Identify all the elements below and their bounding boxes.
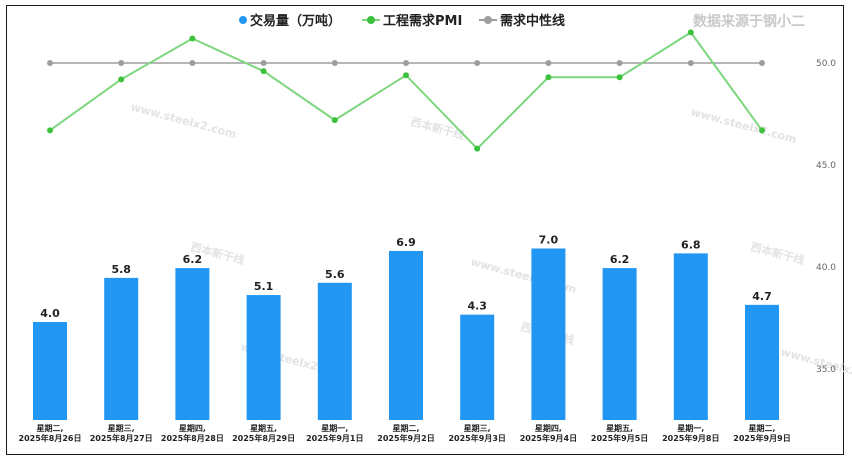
bar xyxy=(602,268,637,420)
pmi-point xyxy=(474,145,481,152)
x-axis-label-date: 2025年9月3日 xyxy=(448,433,505,443)
line-series xyxy=(47,29,765,152)
pmi-point xyxy=(403,72,409,79)
x-axis-label-date: 2025年9月1日 xyxy=(306,433,363,443)
bar xyxy=(246,295,281,420)
x-axis-label-weekday: 星期三, xyxy=(108,423,135,433)
bar-value-label: 6.8 xyxy=(681,238,701,251)
x-axis-label-weekday: 星期二, xyxy=(36,423,63,433)
pmi-point xyxy=(616,74,623,81)
bar-value-label: 4.0 xyxy=(40,307,60,320)
x-axis-label-date: 2025年9月9日 xyxy=(733,433,790,443)
bar-value-labels: 4.0 5.8 6.2 5.1 5.6 6.9 4.3 7.0 6.2 6.8 4.7 xyxy=(40,234,772,321)
pmi-point xyxy=(189,35,196,42)
x-axis-label-date: 2025年8月26日 xyxy=(19,433,82,443)
x-axis-label-weekday: 星期一, xyxy=(677,423,704,433)
neutral-point xyxy=(759,60,765,66)
legend-marker xyxy=(367,16,375,24)
x-axis-label-date: 2025年9月5日 xyxy=(591,433,648,443)
x-axis-label-weekday: 星期三, xyxy=(464,423,491,433)
x-axis-label-date: 2025年8月27日 xyxy=(90,433,153,443)
x-axis-label-date: 2025年8月29日 xyxy=(232,433,295,443)
x-axis-label-weekday: 星期二, xyxy=(392,423,419,433)
pmi-point xyxy=(118,76,125,83)
pmi-point xyxy=(260,68,267,75)
bar xyxy=(460,314,495,420)
bar xyxy=(745,304,779,420)
legend-label: 工程需求PMI xyxy=(383,13,462,29)
bar-value-label: 6.2 xyxy=(183,253,203,266)
legend-marker xyxy=(484,16,492,24)
neutral-point xyxy=(403,60,409,66)
source-watermark: 数据来源于钢小二 xyxy=(693,13,805,30)
bar-value-label: 4.7 xyxy=(752,290,772,303)
legend-label: 交易量（万吨） xyxy=(250,13,341,29)
x-axis-label-date: 2025年8月28日 xyxy=(161,433,224,443)
bar-value-label: 4.3 xyxy=(467,300,487,313)
neutral-point xyxy=(616,60,623,66)
bar xyxy=(104,277,139,420)
bar xyxy=(33,322,67,420)
x-axis-label-weekday: 星期四, xyxy=(179,423,206,433)
x-axis-label-weekday: 星期五, xyxy=(250,423,277,433)
x-axis-label-weekday: 星期四, xyxy=(535,423,562,433)
right-axis-tick-label: 50.0 xyxy=(816,59,836,69)
neutral-point xyxy=(687,60,694,66)
neutral-point xyxy=(474,60,481,66)
x-axis-label-date: 2025年9月8日 xyxy=(662,433,719,443)
bar-value-label: 7.0 xyxy=(539,234,559,247)
bar xyxy=(673,253,708,420)
pmi-point xyxy=(331,117,338,124)
bg-watermark-text: www.steelx2.com xyxy=(129,100,238,141)
x-axis-labels: 星期二,2025年8月26日星期三,2025年8月27日星期四,2025年8月2… xyxy=(19,423,791,443)
pmi-point xyxy=(759,127,765,134)
x-axis-label-date: 2025年9月2日 xyxy=(377,433,434,443)
right-axis-tick-label: 35.0 xyxy=(816,365,836,375)
pmi-point xyxy=(47,127,53,134)
x-axis-label-date: 2025年9月4日 xyxy=(520,433,577,443)
legend: 交易量（万吨） 工程需求PMI 需求中性线 xyxy=(239,13,565,29)
x-axis-label-weekday: 星期二, xyxy=(748,423,775,433)
bar-value-label: 5.6 xyxy=(325,268,345,281)
bar xyxy=(389,250,423,420)
pmi-point xyxy=(545,74,552,81)
neutral-point xyxy=(331,60,338,66)
bg-watermark-text: www.steelx2.com xyxy=(689,105,798,146)
bar-value-label: 6.2 xyxy=(610,253,630,266)
x-axis-label-weekday: 星期五, xyxy=(606,423,633,433)
right-axis-tick-label: 45.0 xyxy=(816,161,836,171)
neutral-point xyxy=(47,60,53,66)
bar-value-label: 5.1 xyxy=(254,280,274,293)
pmi-line xyxy=(49,31,763,151)
bar xyxy=(317,282,352,420)
bar-series xyxy=(33,248,779,420)
neutral-point xyxy=(189,60,196,66)
legend-marker xyxy=(239,16,247,24)
bar-value-label: 6.9 xyxy=(396,236,416,249)
neutral-point xyxy=(260,60,267,66)
bar xyxy=(531,248,566,420)
right-axis-tick-label: 40.0 xyxy=(816,263,836,273)
legend-label: 需求中性线 xyxy=(500,13,565,29)
bar-value-label: 5.8 xyxy=(111,263,131,276)
pmi-point xyxy=(687,29,694,36)
bg-watermark-text: 西本新干线 xyxy=(749,239,806,267)
neutral-point xyxy=(118,60,125,66)
right-axis-ticks: 35.0 40.0 45.0 50.0 xyxy=(816,59,836,375)
neutral-point xyxy=(545,60,552,66)
x-axis-label-weekday: 星期一, xyxy=(321,423,348,433)
bar xyxy=(175,268,210,420)
